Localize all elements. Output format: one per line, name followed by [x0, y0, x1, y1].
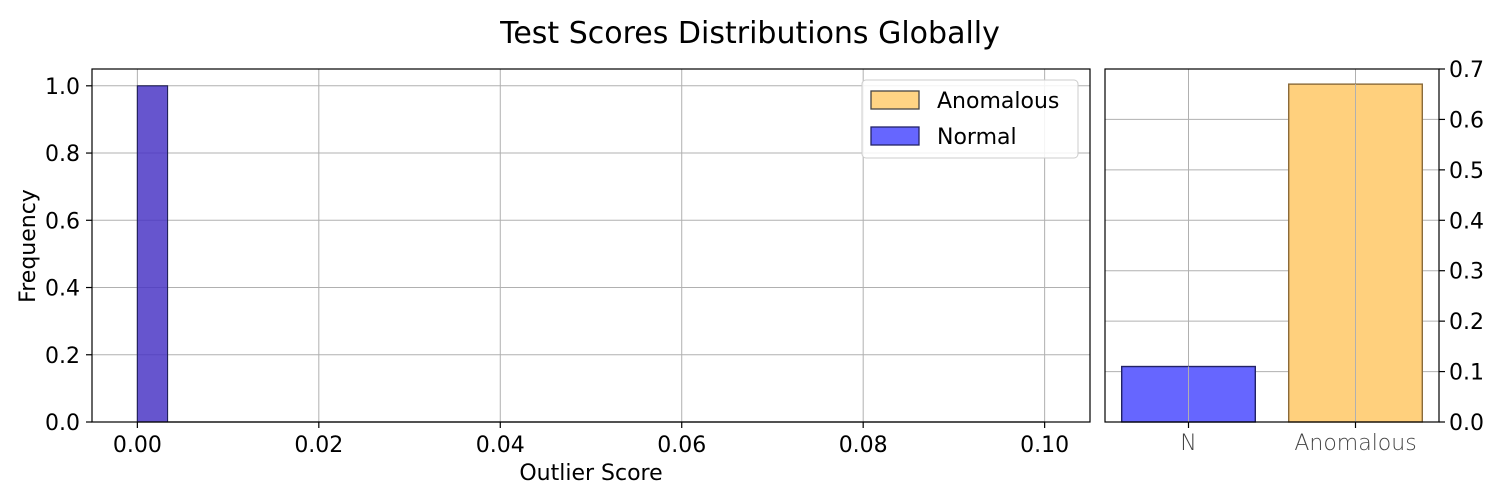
legend-label-anomalous: Anomalous [937, 89, 1059, 114]
histogram-bars [136, 85, 1045, 423]
x-tick-label: 0.10 [1020, 433, 1069, 458]
x-tick-label: 0.06 [657, 433, 706, 458]
y-tick-label: 0.8 [45, 142, 80, 167]
x-tick-label: 0.02 [294, 433, 343, 458]
histogram-frame [91, 68, 1091, 423]
y-tick-label: 0.6 [45, 209, 80, 234]
bar-y-tick-label: 0.4 [1449, 209, 1484, 234]
category-bars [1120, 83, 1423, 423]
legend: Anomalous Normal [861, 79, 1079, 159]
bar-y-tick-label: 0.2 [1449, 310, 1484, 335]
histogram-y-ticks: 0.0 0.2 0.4 0.6 0.8 1.0 [45, 75, 92, 436]
legend-swatch-anomalous [870, 90, 920, 110]
legend-swatch-normal [870, 126, 920, 146]
x-tick-label: 0.00 [113, 433, 162, 458]
y-tick-label: 1.0 [45, 75, 80, 100]
y-tick-label: 0.2 [45, 344, 80, 369]
category-bar-panel: N Anomalous 0.0 0.1 0.2 0.3 0.4 0.5 0.6 0.7 [1104, 58, 1484, 456]
histogram-panel: 0.00 0.02 0.04 0.06 0.08 0.10 0.0 0.2 0.4 0.6 0.8… [16, 68, 1091, 486]
x-tick-label: 0.08 [839, 433, 888, 458]
bar-x-ticks: N Anomalous [1180, 422, 1417, 456]
x-tick-label: 0.04 [476, 433, 525, 458]
bar-y-ticks: 0.0 0.1 0.2 0.3 0.4 0.5 0.6 0.7 [1439, 58, 1484, 436]
y-axis-label: Frequency [16, 189, 41, 303]
bar-x-tick-label: N [1180, 431, 1196, 456]
bar-y-tick-label: 0.0 [1449, 411, 1484, 436]
bar-y-tick-label: 0.6 [1449, 108, 1484, 133]
y-tick-label: 0.4 [45, 277, 80, 302]
bar-y-tick-label: 0.5 [1449, 159, 1484, 184]
y-tick-label: 0.0 [45, 411, 80, 436]
bar-y-tick-label: 0.1 [1449, 361, 1484, 386]
bar-x-tick-label: Anomalous [1294, 431, 1416, 456]
legend-label-normal: Normal [937, 125, 1017, 150]
bar-y-tick-label: 0.3 [1449, 260, 1484, 285]
histogram-x-ticks: 0.00 0.02 0.04 0.06 0.08 0.10 [113, 422, 1069, 458]
chart-title: Test Scores Distributions Globally [499, 16, 1000, 51]
histogram-bar-normal [136, 85, 169, 423]
bar-y-tick-label: 0.7 [1449, 58, 1484, 83]
x-axis-label: Outlier Score [519, 461, 662, 486]
bar-frame [1104, 68, 1440, 423]
